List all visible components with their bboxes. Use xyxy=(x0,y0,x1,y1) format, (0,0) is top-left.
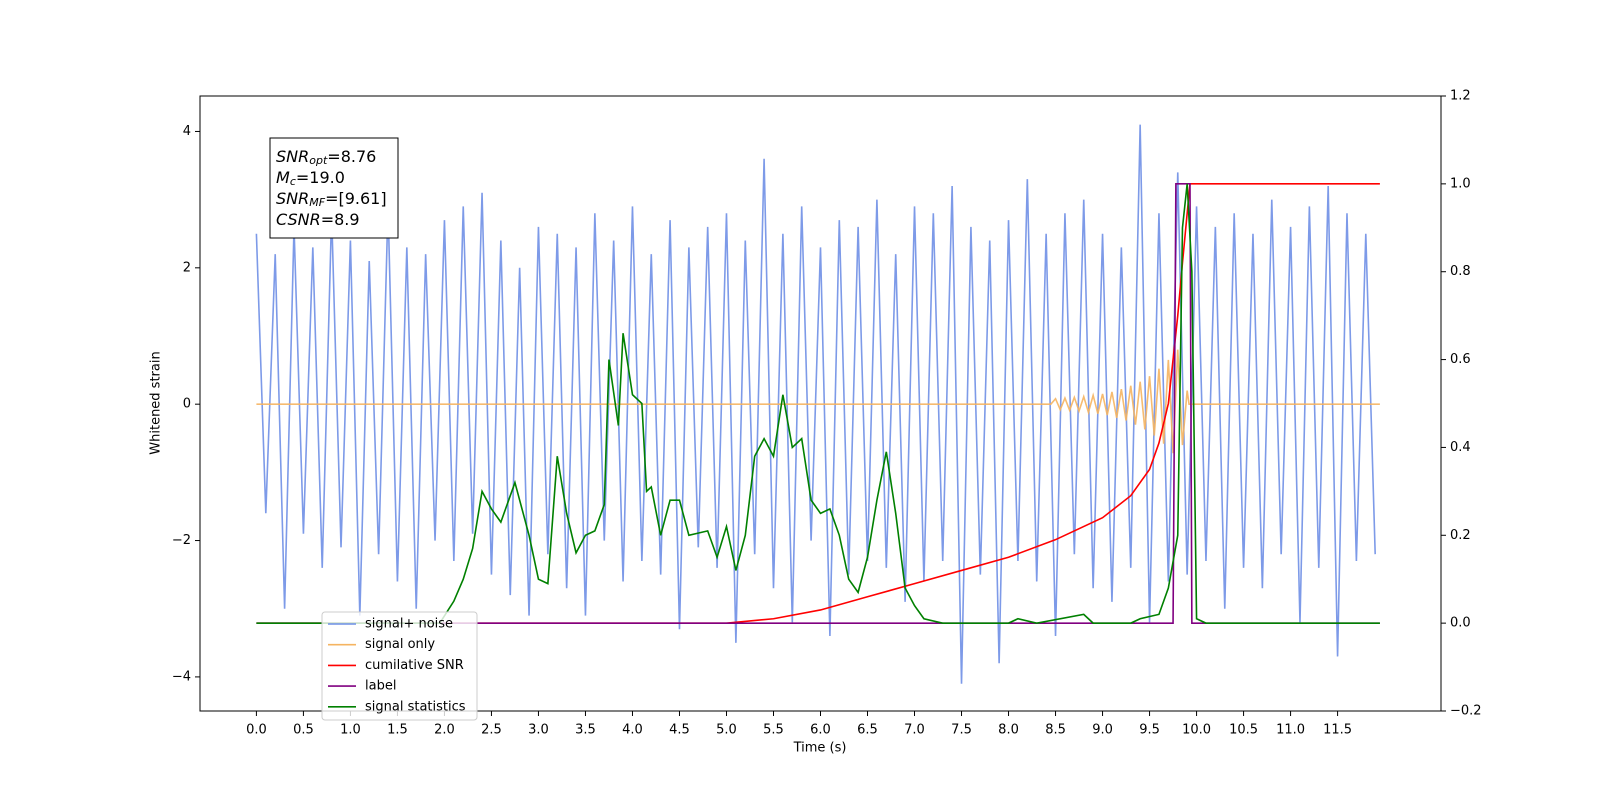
annotation-line: SNRopt=8.76 xyxy=(276,147,376,168)
series-line xyxy=(256,183,1380,624)
y2-tick-label: 1.0 xyxy=(1450,176,1471,191)
y-axis-label: Whitened strain xyxy=(149,351,164,454)
x-tick-label: 10.5 xyxy=(1229,723,1258,738)
annotation-frame xyxy=(269,137,399,239)
legend-label: label xyxy=(365,679,396,694)
x-tick-label: 7.0 xyxy=(904,723,925,738)
y-tick-label: 2 xyxy=(183,260,191,275)
annotation-line: CSNR=8.9 xyxy=(276,210,360,229)
y-tick-label: −2 xyxy=(172,533,191,548)
legend-label: signal only xyxy=(365,637,435,652)
x-tick-label: 6.5 xyxy=(857,723,878,738)
x-tick-label: 8.0 xyxy=(998,723,1019,738)
legend-frame xyxy=(321,611,478,721)
x-tick-label: 4.0 xyxy=(622,723,643,738)
x-tick-label: 10.0 xyxy=(1182,723,1211,738)
series-line xyxy=(256,349,1380,454)
x-tick-label: 5.5 xyxy=(763,723,784,738)
x-tick-label: 6.0 xyxy=(810,723,831,738)
x-tick-label: 0.0 xyxy=(246,723,267,738)
annotation-symbol: M xyxy=(276,168,290,187)
x-axis-label: Time (s) xyxy=(793,741,847,756)
annotation-symbol: SNR xyxy=(276,147,309,166)
y2-tick-label: 0.8 xyxy=(1450,264,1471,279)
x-tick-label: 1.5 xyxy=(387,723,408,738)
annotation-line: SNRMF=[9.61] xyxy=(276,189,387,210)
series-line xyxy=(256,183,1380,624)
annotation-value: =8.76 xyxy=(327,147,376,166)
annotation-subscript: MF xyxy=(309,196,325,209)
x-tick-label: 3.0 xyxy=(528,723,549,738)
legend: signal+ noise signal only cumilative SNR la… xyxy=(321,611,478,721)
annotation-line: Mc=19.0 xyxy=(276,168,345,189)
x-tick-label: 2.5 xyxy=(481,723,502,738)
legend-label: signal+ noise xyxy=(365,617,453,632)
annotation-symbol: SNR xyxy=(276,189,309,208)
x-tick-label: 9.5 xyxy=(1139,723,1160,738)
y-tick-label: 0 xyxy=(183,397,191,412)
y2-tick-label: 0.4 xyxy=(1450,440,1471,455)
x-tick-label: 4.5 xyxy=(669,723,690,738)
y2-tick-label: 0.0 xyxy=(1450,616,1471,631)
annotation-subscript: opt xyxy=(309,154,328,167)
annotation-symbol: CSNR xyxy=(276,210,321,229)
x-tick-label: 0.5 xyxy=(293,723,314,738)
x-tick-label: 5.0 xyxy=(716,723,737,738)
y-tick-label: 4 xyxy=(183,124,191,139)
x-tick-label: 11.0 xyxy=(1276,723,1305,738)
y2-tick-label: 0.6 xyxy=(1450,352,1471,367)
annotation-subscript: c xyxy=(290,175,296,188)
x-tick-label: 3.5 xyxy=(575,723,596,738)
x-tick-label: 7.5 xyxy=(951,723,972,738)
annotation-value: =19.0 xyxy=(296,168,345,187)
annotation-value: =[9.61] xyxy=(325,189,387,208)
x-tick-label: 8.5 xyxy=(1045,723,1066,738)
x-tick-label: 9.0 xyxy=(1092,723,1113,738)
y2-tick-label: −0.2 xyxy=(1450,704,1482,719)
y-tick-label: −4 xyxy=(172,669,191,684)
y2-tick-label: 1.2 xyxy=(1450,89,1471,104)
series-line xyxy=(255,124,1376,684)
legend-label: signal statistics xyxy=(365,699,466,714)
plot-area xyxy=(255,124,1380,684)
legend-label: cumilative SNR xyxy=(365,658,464,673)
x-tick-label: 11.5 xyxy=(1323,723,1352,738)
x-tick-label: 2.0 xyxy=(434,723,455,738)
annotation-value: =8.9 xyxy=(321,210,360,229)
y2-tick-label: 0.2 xyxy=(1450,528,1471,543)
x-tick-label: 1.0 xyxy=(340,723,361,738)
